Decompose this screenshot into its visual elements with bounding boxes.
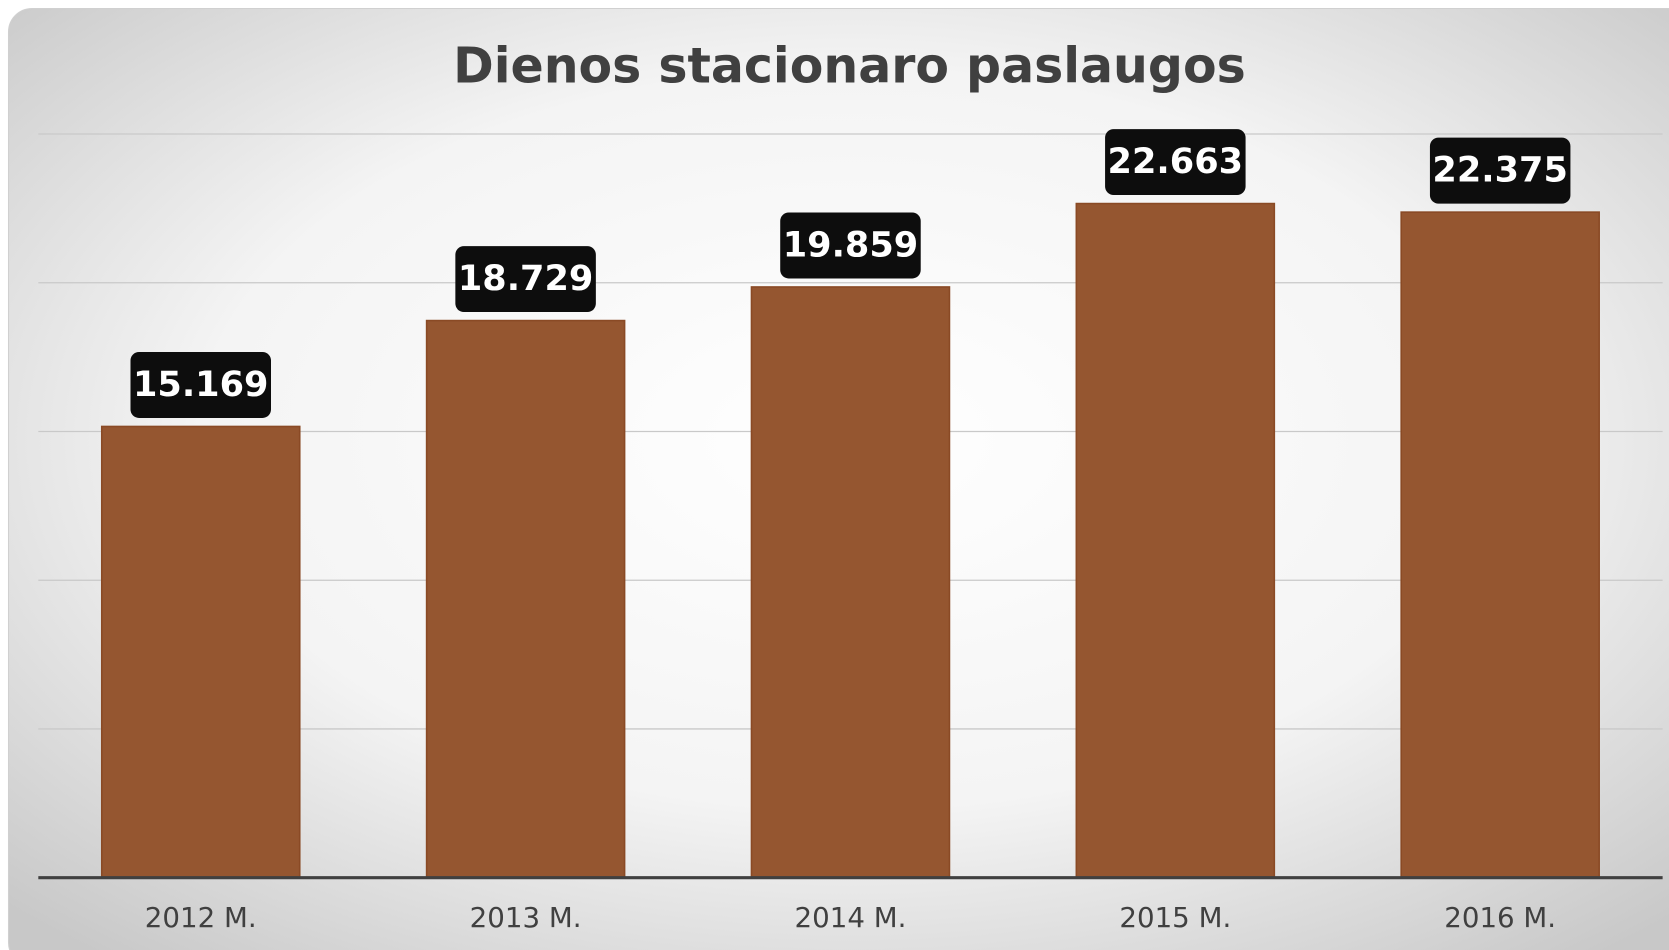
data-label: 19.859 bbox=[783, 225, 919, 266]
bar bbox=[1400, 211, 1600, 879]
bar bbox=[100, 425, 301, 879]
bar bbox=[750, 286, 951, 879]
data-label: 18.729 bbox=[458, 258, 594, 299]
x-tick-label: 2013 M. bbox=[470, 901, 582, 934]
data-label: 15.169 bbox=[133, 364, 269, 405]
data-label-box bbox=[780, 212, 921, 279]
data-label: 22.375 bbox=[1432, 150, 1568, 191]
bar bbox=[1075, 202, 1276, 879]
chart-title: Dienos stacionaro paslaugos bbox=[453, 38, 1246, 95]
data-label-box bbox=[1429, 137, 1571, 204]
x-tick-label: 2012 M. bbox=[145, 901, 257, 934]
x-tick-label: 2015 M. bbox=[1119, 901, 1231, 934]
data-label-box bbox=[130, 351, 271, 418]
data-label-box bbox=[1105, 129, 1246, 196]
bar bbox=[425, 319, 626, 879]
data-label-box bbox=[455, 246, 596, 313]
data-label: 22.663 bbox=[1108, 141, 1244, 182]
x-tick-label: 2016 M. bbox=[1444, 901, 1556, 934]
x-tick-label: 2014 M. bbox=[795, 901, 907, 934]
